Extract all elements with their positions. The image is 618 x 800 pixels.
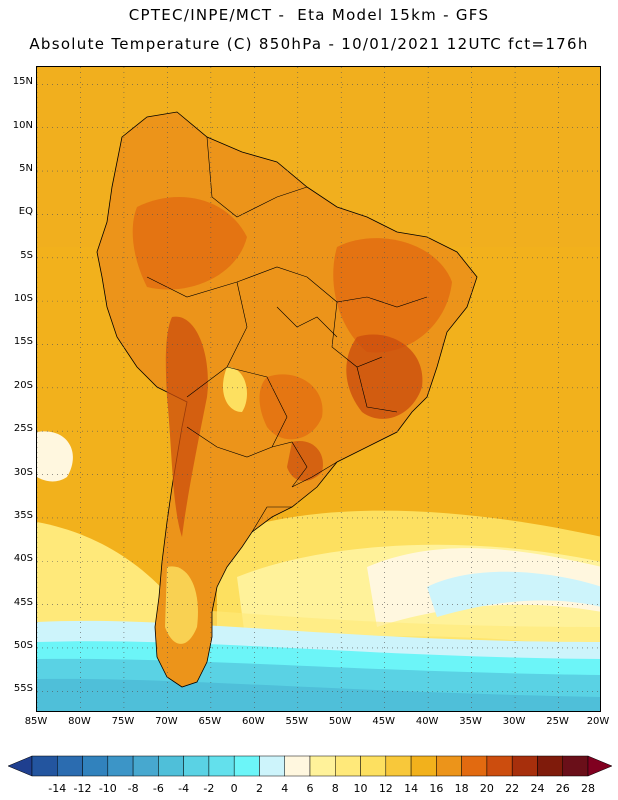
lat-tick-label: 15S — [13, 336, 33, 348]
colorbar-label: 26 — [555, 782, 570, 795]
colorbar-label: 6 — [306, 782, 314, 795]
country-borders — [146, 136, 428, 533]
lon-tick-label: 20W — [586, 716, 610, 727]
lat-tick-label: 40S — [13, 553, 33, 565]
colorbar-swatch — [259, 755, 285, 777]
colorbar-swatch — [158, 755, 184, 777]
cool-spot-chaco — [222, 367, 247, 412]
colorbar-swatch — [183, 755, 210, 777]
lon-tick-label: 80W — [68, 716, 91, 727]
warm-patch-central-east — [346, 334, 423, 419]
warm-patch-south-brazil — [287, 441, 323, 482]
lat-tick-label: 30S — [13, 466, 33, 478]
colorbar-label: 16 — [429, 782, 444, 795]
lat-tick-label: 5N — [19, 163, 33, 175]
colorbar-swatch — [385, 755, 412, 777]
lat-tick-label: 45S — [13, 596, 33, 608]
lon-tick-label: 25W — [546, 716, 569, 727]
colorbar-swatch — [537, 755, 563, 777]
colorbar-label: 20 — [479, 782, 494, 795]
temperature-field-band3 — [427, 571, 600, 617]
colorbar-label: -10 — [98, 782, 117, 795]
color-scale-bar — [7, 755, 613, 777]
lon-tick-label: 70W — [155, 716, 178, 727]
colorbar-label: 2 — [255, 782, 263, 795]
lon-tick-label: 50W — [328, 716, 352, 727]
lon-tick-label: 75W — [111, 716, 135, 727]
colorbar-swatch — [208, 755, 235, 777]
colorbar-label: 4 — [281, 782, 289, 795]
colorbar-swatch — [461, 755, 488, 777]
colorbar-swatch — [410, 755, 437, 777]
lon-tick-label: 45W — [372, 716, 395, 727]
lon-tick-label: 60W — [241, 716, 265, 727]
colorbar-swatch — [31, 755, 58, 777]
colorbar-label: 18 — [454, 782, 469, 795]
lon-tick-label: 55W — [285, 716, 309, 727]
colorbar-label: 8 — [331, 782, 339, 795]
warm-patch-northeast — [333, 238, 452, 353]
lat-tick-label: 20S — [13, 379, 33, 391]
warm-patch-andes-north — [132, 197, 247, 290]
colorbar-swatch — [511, 755, 538, 777]
colorbar-label: -2 — [203, 782, 215, 795]
temperature-map — [36, 66, 601, 712]
colorbar-label: -8 — [127, 782, 139, 795]
warm-patch-pantanal — [259, 374, 323, 440]
lat-tick-label: 15N — [12, 76, 33, 88]
temperature-field-cold4 — [37, 678, 600, 711]
lon-tick-label: 35W — [459, 716, 482, 727]
colorbar-label: 24 — [530, 782, 545, 795]
colorbar-label: -6 — [152, 782, 164, 795]
cool-patch-patagonia — [165, 566, 198, 644]
colorbar-min-arrow — [7, 755, 33, 777]
colorbar-swatch — [436, 755, 462, 777]
lon-tick-label: 30W — [502, 716, 526, 727]
colorbar-swatch — [562, 755, 589, 777]
colorbar-label: -14 — [48, 782, 67, 795]
colorbar-swatch — [57, 755, 83, 777]
lon-tick-label: 65W — [198, 716, 222, 727]
warm-patch-andes-south — [165, 316, 208, 537]
lat-tick-label: EQ — [18, 206, 33, 218]
lat-tick-label: 5S — [20, 249, 33, 261]
lat-tick-label: 10N — [12, 119, 33, 131]
lat-tick-label: 50S — [13, 639, 33, 651]
colorbar-label: 0 — [230, 782, 238, 795]
colorbar-swatch — [360, 755, 387, 777]
colorbar-swatch — [335, 755, 361, 777]
colorbar-swatch — [132, 755, 159, 777]
colorbar-max-arrow — [587, 755, 613, 777]
colorbar-label: 10 — [353, 782, 368, 795]
colorbar-label: 22 — [505, 782, 520, 795]
map-subtitle: Absolute Temperature (C) 850hPa - 10/01/… — [29, 35, 589, 53]
lat-tick-label: 55S — [13, 683, 33, 695]
colorbar-label: -12 — [73, 782, 92, 795]
colorbar-swatch — [284, 755, 311, 777]
colorbar-label: -4 — [178, 782, 190, 795]
lon-tick-label: 40W — [415, 716, 439, 727]
lon-tick-label: 85W — [24, 716, 48, 727]
colorbar-swatch — [107, 755, 134, 777]
colorbar-label: 28 — [581, 782, 595, 795]
lat-tick-label: 10S — [13, 293, 33, 305]
colorbar-swatch — [309, 755, 336, 777]
lat-tick-label: 25S — [13, 423, 33, 435]
colorbar-swatch — [82, 755, 109, 777]
colorbar-label: 12 — [378, 782, 393, 795]
colorbar-label: 14 — [404, 782, 419, 795]
lat-tick-label: 35S — [13, 509, 33, 521]
map-canvas — [37, 67, 600, 711]
colorbar-swatch — [233, 755, 260, 777]
colorbar-swatch — [486, 755, 513, 777]
graticule — [37, 67, 600, 711]
map-title: CPTEC/INPE/MCT - Eta Model 15km - GFS — [128, 6, 490, 24]
pacific-cool-spot — [37, 431, 73, 482]
